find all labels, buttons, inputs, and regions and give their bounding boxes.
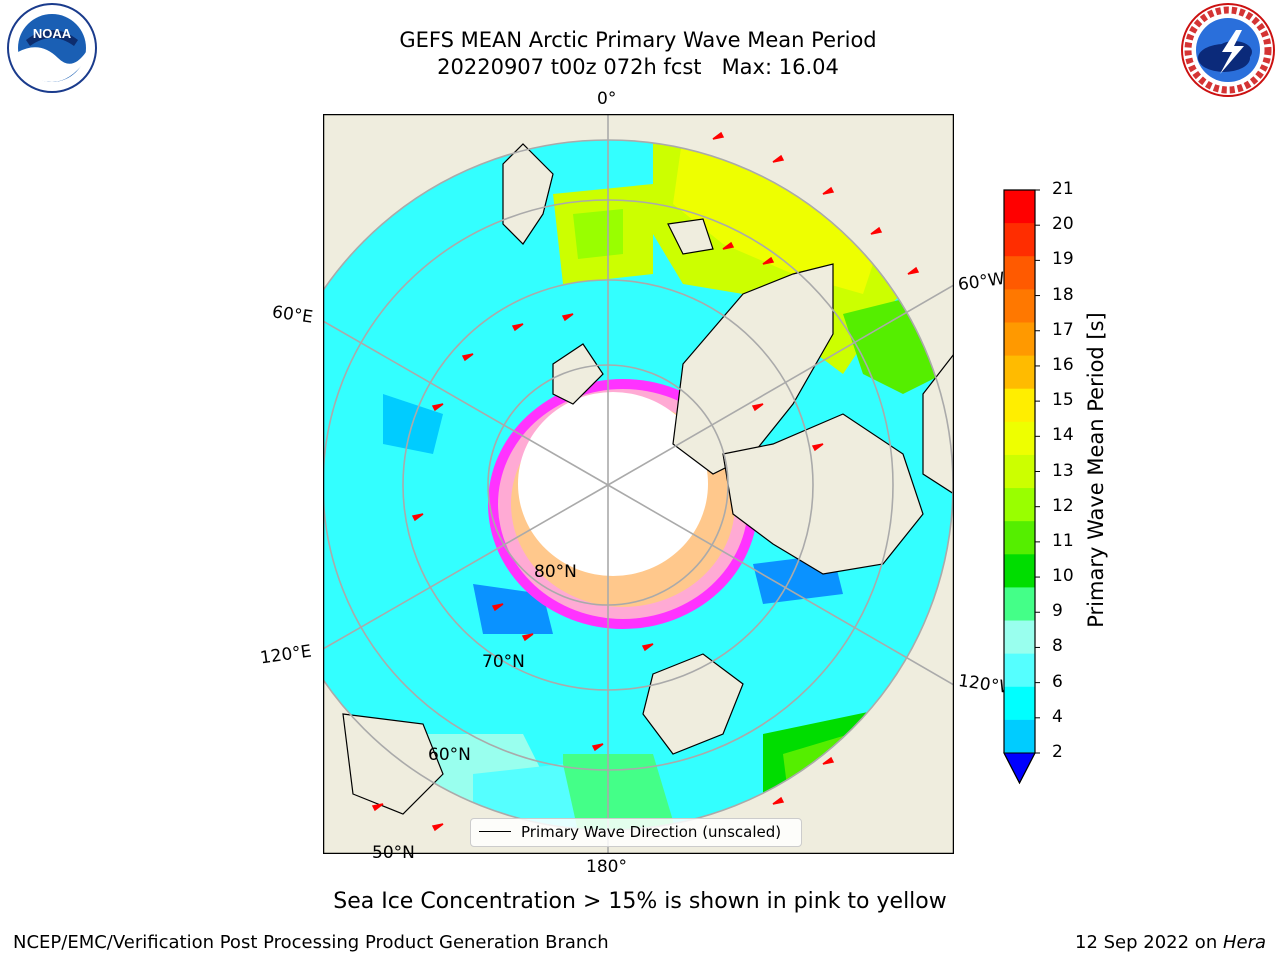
colorbar-extend-triangle [1003,752,1036,785]
colorbar-tick-label: 21 [1052,179,1074,199]
colorbar-tick-label: 13 [1052,460,1074,481]
colorbar-box [1004,620,1035,655]
meridian-label-60e: 60°E [270,302,315,328]
meridian-label-120e: 120°E [258,641,313,669]
colorbar-outline [1003,189,1036,785]
footer-date-text: 12 Sep 2022 on [1075,932,1223,953]
colorbar [1003,189,1040,785]
colorbar-tick-label: 17 [1052,319,1074,340]
legend-line-icon [479,831,511,833]
colorbar-tick-label: 11 [1052,530,1074,551]
colorbar-tick-label: 14 [1052,425,1074,446]
colorbar-tick-label: 2 [1052,742,1063,762]
sea-ice-note: Sea Ice Concentration > 15% is shown in … [333,889,947,914]
polar-map [323,114,954,854]
colorbar-tick-label: 18 [1052,284,1074,305]
parallel-label-50n: 50°N [372,843,415,863]
colorbar-tick-label: 6 [1052,671,1063,692]
footer-host: Hera [1222,932,1266,953]
colorbar-box [1004,388,1035,423]
colorbar-tick-label: 10 [1052,566,1074,587]
colorbar-tick-label: 8 [1052,636,1063,657]
colorbar-box [1004,454,1035,489]
colorbar-box [1004,587,1035,622]
colorbar-box [1004,521,1035,555]
meridian-label-60w: 60°W [956,268,1007,296]
colorbar-box [1004,355,1035,390]
colorbar-label: Primary Wave Mean Period [s] [1084,312,1108,628]
noaa-logo: NOAA [7,3,97,93]
colorbar-box [1004,223,1035,257]
colorbar-box [1004,686,1035,721]
nws-logo [1181,3,1275,97]
colorbar-tick-label: 4 [1052,706,1063,727]
map-legend: Primary Wave Direction (unscaled) [470,818,802,847]
noaa-logo-text: NOAA [33,26,72,41]
land-masses [342,143,954,815]
colorbar-box [1004,719,1035,754]
footer-date: 12 Sep 2022 on Hera [1075,932,1266,953]
colorbar-box [1004,554,1035,588]
colorbar-box [1004,421,1035,456]
colorbar-box [1004,653,1035,688]
colorbar-box [1004,488,1035,522]
colorbar-box [1004,322,1035,357]
colorbar-box [1004,289,1035,323]
parallel-label-70n: 70°N [482,652,525,672]
colorbar-tick-label: 9 [1052,601,1063,622]
colorbar-tick-label: 12 [1052,495,1074,516]
chart-subtitle: 20220907 t00z 072h fcst Max: 16.04 [437,55,839,79]
map-border [323,114,954,854]
chart-title: GEFS MEAN Arctic Primary Wave Mean Perio… [399,28,877,52]
colorbar-tick-label: 16 [1052,354,1074,375]
legend-label: Primary Wave Direction (unscaled) [521,823,782,841]
parallel-label-60n: 60°N [428,745,471,765]
colorbar-tick-label: 19 [1052,249,1074,270]
colorbar-tick-label: 20 [1052,214,1074,235]
meridian-label-0: 0° [597,89,617,109]
colorbar-tick-label: 15 [1052,390,1074,411]
parallel-label-80n: 80°N [534,562,577,582]
colorbar-box [1004,256,1035,290]
wave-direction-arrows [371,131,920,832]
meridian-label-180: 180° [586,857,627,877]
footer-credit: NCEP/EMC/Verification Post Processing Pr… [13,932,609,953]
colorbar-box [1004,190,1035,224]
